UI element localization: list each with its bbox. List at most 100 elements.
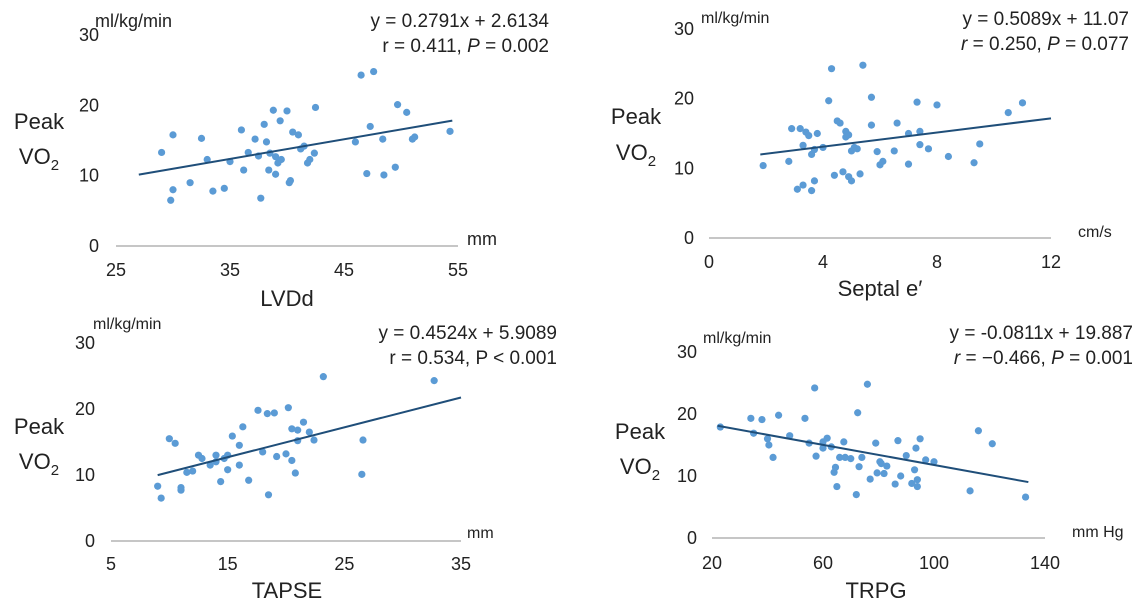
data-point bbox=[759, 161, 767, 170]
x-tick-label: 35 bbox=[451, 554, 471, 574]
data-point bbox=[974, 427, 983, 435]
y-axis-title-vo: VO bbox=[620, 454, 652, 479]
y-tick-label: 30 bbox=[79, 25, 99, 45]
data-point bbox=[391, 163, 399, 171]
data-point bbox=[799, 141, 807, 149]
data-point bbox=[916, 141, 924, 149]
x-axis-unit: mm bbox=[467, 229, 497, 249]
data-point bbox=[916, 127, 924, 136]
data-point bbox=[827, 65, 836, 73]
x-tick-label: 8 bbox=[932, 252, 942, 272]
data-point bbox=[228, 432, 236, 440]
data-point bbox=[240, 166, 248, 174]
data-point bbox=[299, 418, 308, 426]
data-point bbox=[819, 444, 827, 452]
data-point bbox=[306, 155, 314, 164]
data-point bbox=[393, 101, 402, 109]
data-point bbox=[380, 171, 388, 179]
x-tick-label: 35 bbox=[220, 260, 240, 280]
data-point bbox=[291, 469, 299, 477]
data-point bbox=[217, 478, 225, 486]
data-point bbox=[254, 406, 262, 414]
regression-equation: y = 0.5089x + 11.07 bbox=[962, 9, 1129, 30]
x-tick-label: 20 bbox=[702, 553, 722, 573]
y-axis-title-subscript: 2 bbox=[652, 467, 660, 484]
data-point bbox=[788, 125, 796, 133]
data-point bbox=[867, 121, 876, 129]
data-point bbox=[206, 461, 214, 469]
x-axis-unit: mm bbox=[467, 525, 494, 542]
data-point bbox=[854, 409, 862, 417]
stats-run: P bbox=[1051, 348, 1064, 369]
data-point bbox=[880, 469, 888, 478]
y-axis-title-line1: Peak bbox=[14, 414, 65, 439]
x-tick-label: 15 bbox=[218, 554, 238, 574]
data-point bbox=[933, 101, 941, 109]
data-point bbox=[883, 462, 891, 470]
y-tick-label: 20 bbox=[79, 95, 99, 115]
data-point bbox=[171, 439, 179, 447]
stats-run: P bbox=[1047, 34, 1060, 55]
data-point bbox=[924, 145, 933, 153]
data-point bbox=[357, 71, 365, 79]
data-point bbox=[1018, 99, 1027, 107]
x-axis-unit: mm Hg bbox=[1072, 524, 1124, 541]
data-point bbox=[289, 128, 297, 136]
data-point bbox=[852, 491, 860, 499]
data-point bbox=[836, 453, 844, 461]
data-point bbox=[446, 127, 454, 135]
data-point bbox=[873, 469, 881, 477]
x-axis-title: LVDd bbox=[260, 286, 313, 311]
x-tick-label: 4 bbox=[818, 252, 828, 272]
data-point bbox=[930, 458, 938, 466]
data-point bbox=[747, 414, 755, 422]
x-axis-title: TRPG bbox=[845, 578, 906, 603]
data-point bbox=[189, 467, 197, 475]
y-axis-title-line1: Peak bbox=[615, 419, 666, 444]
data-point bbox=[805, 131, 813, 140]
correlation-stats: r = −0.466, P = 0.001 bbox=[954, 348, 1133, 369]
x-tick-label: 0 bbox=[704, 252, 714, 272]
y-axis-title-subscript: 2 bbox=[648, 153, 656, 170]
data-point bbox=[879, 157, 887, 165]
data-point bbox=[890, 147, 898, 155]
data-point bbox=[836, 119, 844, 127]
chart-panel-1: 0 10 20 30 25 35 45 55 ml/kg/min mm LVDd Peak VO2 y =… bbox=[14, 11, 549, 311]
data-point bbox=[841, 453, 849, 461]
data-point bbox=[351, 138, 359, 146]
y-axis-title-vo: VO bbox=[19, 144, 51, 169]
data-point bbox=[858, 453, 866, 461]
y-axis-unit: ml/kg/min bbox=[93, 316, 161, 333]
data-point bbox=[830, 171, 839, 179]
data-point bbox=[916, 435, 924, 443]
data-point bbox=[310, 436, 318, 444]
data-point bbox=[288, 425, 296, 433]
data-point bbox=[237, 126, 245, 134]
data-point bbox=[212, 451, 220, 459]
data-point bbox=[859, 61, 867, 69]
correlation-stats: r = 0.534, P < 0.001 bbox=[389, 348, 557, 369]
y-tick-label: 0 bbox=[684, 228, 694, 248]
y-tick-label: 20 bbox=[75, 399, 95, 419]
y-axis-title-line1: Peak bbox=[611, 104, 662, 129]
data-point bbox=[833, 482, 841, 491]
x-tick-label: 12 bbox=[1041, 252, 1061, 272]
stats-run: r bbox=[961, 34, 968, 55]
y-tick-label: 10 bbox=[79, 166, 99, 186]
data-point bbox=[808, 187, 816, 195]
data-point bbox=[270, 409, 278, 417]
data-point bbox=[891, 480, 899, 488]
data-point bbox=[799, 181, 807, 189]
data-point bbox=[358, 470, 366, 478]
data-point bbox=[812, 452, 820, 460]
y-axis-title-line2: VO2 bbox=[616, 140, 656, 170]
x-tick-label: 45 bbox=[334, 260, 354, 280]
x-tick-label: 100 bbox=[919, 553, 949, 573]
data-point bbox=[197, 134, 206, 142]
data-point bbox=[765, 441, 773, 449]
trendline bbox=[157, 396, 462, 477]
data-point bbox=[810, 177, 819, 185]
data-point bbox=[970, 159, 978, 167]
x-axis-unit: cm/s bbox=[1078, 224, 1112, 241]
y-axis-unit: ml/kg/min bbox=[701, 10, 769, 27]
